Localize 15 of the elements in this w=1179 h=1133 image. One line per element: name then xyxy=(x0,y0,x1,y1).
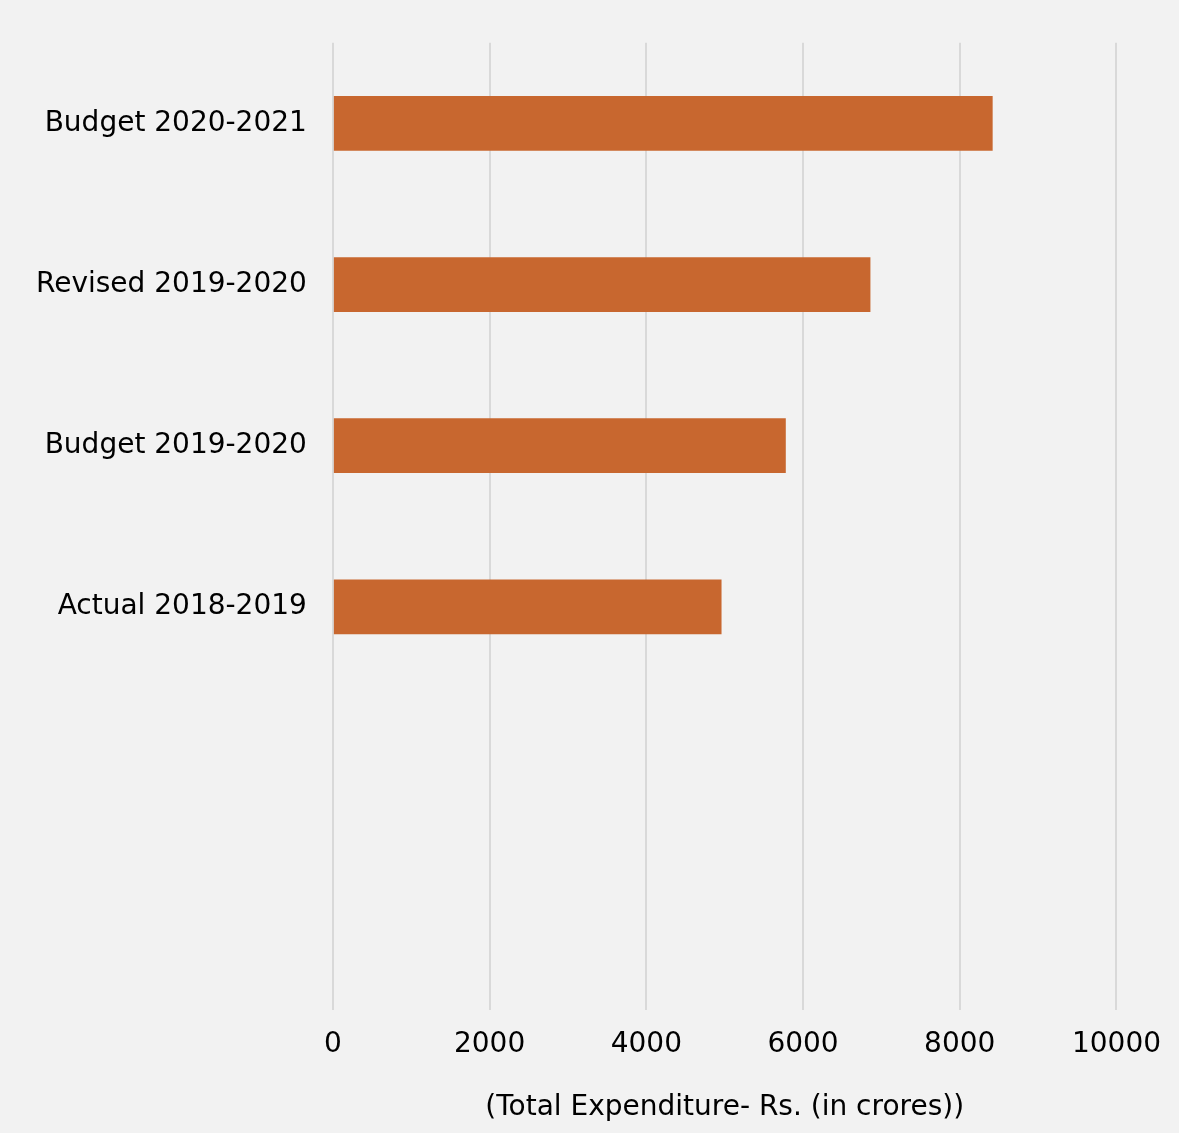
bar xyxy=(333,95,993,151)
x-tick-label: 0 xyxy=(323,1025,342,1059)
x-tick-label: 4000 xyxy=(610,1025,682,1059)
x-tick-label: 6000 xyxy=(767,1025,839,1059)
x-tick-label: 2000 xyxy=(453,1025,526,1059)
bar xyxy=(333,257,871,312)
y-tick-label: Actual 2018-2019 xyxy=(57,588,307,622)
bar xyxy=(333,579,722,635)
y-tick-label: Budget 2019-2020 xyxy=(44,427,307,460)
y-tick-label: Revised 2019-2020 xyxy=(35,265,307,299)
x-axis-title: (Total Expenditure- Rs. (in crores)) xyxy=(485,1089,965,1123)
bar xyxy=(333,418,786,474)
y-tick-label: Budget 2020-2021 xyxy=(44,104,307,138)
x-tick-label: 10000 xyxy=(1071,1025,1161,1059)
x-tick-label: 8000 xyxy=(924,1025,996,1059)
